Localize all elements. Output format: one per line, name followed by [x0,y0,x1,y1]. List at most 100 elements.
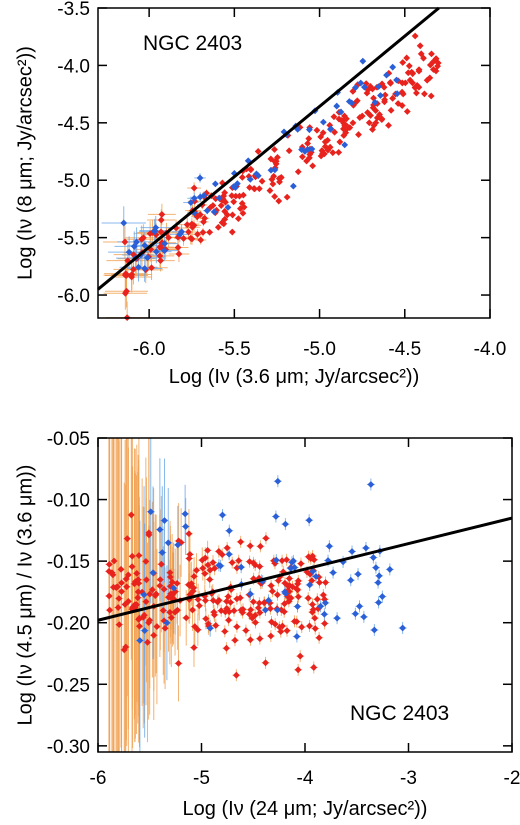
data-point [218,551,226,559]
data-point [194,626,202,634]
data-point [356,114,364,121]
data-point [381,96,389,104]
data-point [117,565,125,573]
data-point [182,614,190,622]
data-point [363,89,371,97]
data-point [221,207,229,215]
data-point [416,42,424,50]
data-point [293,633,301,640]
data-point [415,67,423,75]
data-point [285,575,293,582]
data-point [156,252,164,260]
data-point [360,613,368,621]
data-point [174,244,182,251]
data-point [378,593,386,600]
data-point [255,599,263,607]
data-point [426,74,434,82]
data-point [223,544,231,552]
data-point [284,582,292,590]
data-point [188,235,196,243]
data-point [333,102,341,110]
data-point [272,157,280,165]
data-point [125,248,133,256]
data-point [145,619,153,627]
data-point [377,92,384,99]
y-tick-label: -3.5 [57,0,90,20]
data-point [161,240,169,247]
data-point [294,168,302,176]
data-point [252,173,259,181]
data-point [120,219,128,227]
data-point [233,564,241,572]
data-point [291,564,299,571]
data-point [136,622,143,630]
data-point [170,584,178,592]
data-point [254,172,262,180]
data-point [318,147,326,154]
data-point [157,228,165,236]
x-tick-label: -6 [90,768,107,789]
data-point [156,526,164,533]
data-point [219,511,226,519]
data-point [199,564,207,572]
data-point [281,600,288,608]
data-point [135,263,142,271]
data-point [308,577,316,584]
data-point [168,591,176,599]
data-point [246,558,253,565]
data-point [266,187,274,194]
data-point [298,623,306,631]
data-point [110,583,117,591]
data-point [372,564,380,572]
data-point [221,215,229,223]
data-point [262,534,270,542]
data-point [146,590,154,598]
data-point [164,539,172,547]
data-point [142,598,150,606]
data-point [338,116,345,124]
data-point [150,631,158,639]
data-point [311,625,319,632]
data-point [187,199,195,206]
data-point [313,595,321,603]
panel-bottom: -6 -5 -4 -3 -2 -0.30 -0.25 -0.20 -0.15 -0.10 -0.05… [14,429,520,820]
data-point [267,632,275,640]
data-point [409,79,416,87]
data-point [367,481,375,488]
data-point [321,138,329,146]
data-point [320,610,328,618]
data-point [306,622,313,630]
data-point [237,563,245,571]
data-point [166,569,174,577]
data-point [142,558,150,565]
data-point [108,569,116,577]
data-point [322,579,329,586]
data-point [289,182,297,190]
data-point [232,671,240,679]
data-point [413,81,421,89]
data-point [252,619,259,626]
data-point [201,214,209,222]
data-point [136,637,144,644]
data-point [399,90,407,98]
data-point [329,569,337,577]
data-point [432,55,440,63]
data-point [246,184,253,191]
data-point [321,620,329,627]
data-point [190,194,198,202]
data-point [421,90,428,98]
data-point [143,254,151,262]
data-point [335,148,343,156]
data-point [229,211,236,219]
data-point [274,591,281,599]
data-point [387,106,395,114]
data-point [324,146,332,154]
data-point [311,614,319,622]
data-point [139,234,147,242]
data-point [247,636,254,644]
data-point [267,582,275,590]
data-point [369,554,377,561]
data-point [211,180,219,188]
data-point [310,556,318,564]
data-point [364,109,371,116]
